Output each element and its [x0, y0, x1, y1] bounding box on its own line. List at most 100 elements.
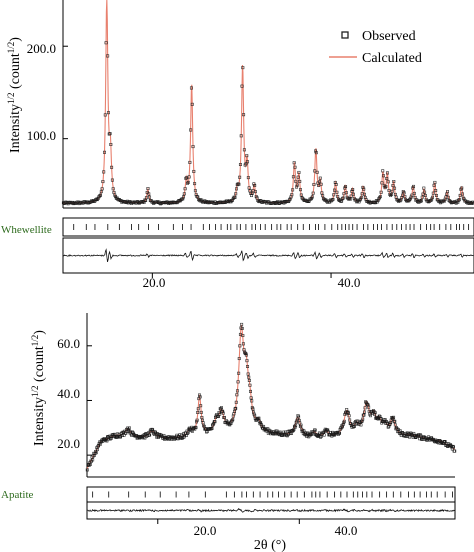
phase-label: Apatite [1, 489, 33, 501]
observed-point [392, 420, 396, 424]
observed-point [290, 193, 294, 197]
observed-point [314, 151, 318, 155]
observed-point [352, 424, 356, 428]
observed-series [61, 41, 474, 206]
observed-point [419, 199, 423, 203]
y-axis-label-unit-close: ) [8, 37, 23, 42]
observed-point [348, 197, 352, 201]
observed-point [333, 188, 336, 192]
x-axis-label: 2θ (°) [254, 538, 286, 552]
observed-point [347, 414, 351, 418]
observed-point [360, 419, 364, 423]
observed-point [111, 187, 115, 191]
observed-point [348, 418, 352, 422]
observed-point [363, 196, 367, 200]
observed-point [291, 428, 295, 432]
observed-point [389, 192, 393, 196]
observed-point [382, 184, 386, 188]
observed-point [457, 198, 461, 202]
observed-point [330, 198, 334, 202]
observed-point [64, 200, 68, 204]
observed-point [372, 200, 376, 204]
observed-point [106, 111, 110, 115]
x-tick-label: 40.0 [338, 275, 361, 290]
observed-point [341, 422, 345, 426]
observed-point [333, 180, 337, 184]
observed-point [413, 195, 417, 199]
y-tick-label: 100.0 [27, 128, 56, 143]
observed-point [410, 193, 414, 197]
observed-point [446, 195, 450, 199]
observed-point [194, 426, 198, 430]
observed-point [454, 201, 458, 205]
observed-point [239, 134, 243, 138]
observed-point [102, 170, 106, 174]
observed-point [427, 199, 431, 203]
observed-point [346, 410, 350, 414]
observed-point [95, 197, 99, 201]
observed-point [247, 186, 251, 190]
observed-point [379, 190, 383, 194]
legend-observed-label: Observed [362, 29, 416, 44]
observed-point [250, 191, 254, 195]
observed-point [247, 375, 251, 379]
observed-point [334, 182, 338, 186]
observed-point [253, 190, 257, 194]
observed-point [98, 194, 102, 198]
observed-point [143, 198, 147, 202]
observed-point [392, 415, 396, 419]
observed-point [431, 195, 434, 199]
observed-point [96, 444, 100, 448]
observed-point [295, 183, 299, 187]
observed-point [195, 418, 199, 422]
y-axis-label-sup: 1/2 [30, 385, 40, 397]
observed-point [411, 186, 415, 190]
observed-point [282, 201, 286, 205]
calculated-line [86, 324, 455, 469]
observed-point [210, 426, 214, 430]
observed-point [373, 411, 377, 415]
observed-point [344, 185, 348, 188]
observed-point [198, 393, 201, 397]
observed-point [297, 170, 301, 174]
observed-point [196, 407, 200, 411]
observed-point [393, 186, 397, 190]
observed-point [188, 160, 192, 164]
observed-point [438, 201, 442, 205]
observed-point [424, 197, 428, 201]
x-tick-label: 20.0 [143, 275, 166, 290]
observed-point [236, 182, 240, 186]
observed-series [85, 322, 457, 472]
observed-point [193, 425, 197, 429]
observed-point [109, 143, 113, 146]
y-axis-label-main: Intensity [8, 104, 23, 153]
observed-point [451, 444, 455, 448]
observed-point [298, 179, 302, 183]
observed-point [205, 430, 209, 434]
observed-point [252, 410, 255, 414]
observed-point [241, 66, 245, 70]
observed-point [408, 435, 412, 439]
observed-point [105, 439, 109, 443]
observed-point [373, 412, 377, 416]
observed-point [434, 189, 438, 192]
observed-point [341, 196, 345, 200]
observed-point [252, 412, 256, 416]
observed-point [420, 195, 424, 199]
observed-point [259, 421, 263, 424]
x-tick-label: 20.0 [194, 523, 217, 538]
observed-point [318, 176, 322, 180]
observed-point [242, 148, 246, 152]
observed-point [103, 113, 107, 117]
observed-point [412, 184, 416, 188]
observed-point [189, 86, 193, 90]
observed-point [453, 449, 457, 453]
observed-point [203, 199, 207, 203]
observed-point [221, 411, 225, 415]
observed-point [378, 195, 382, 199]
observed-point [99, 190, 103, 194]
observed-point [460, 186, 464, 190]
observed-point [361, 185, 365, 189]
observed-point [326, 428, 330, 432]
observed-point [244, 353, 248, 357]
